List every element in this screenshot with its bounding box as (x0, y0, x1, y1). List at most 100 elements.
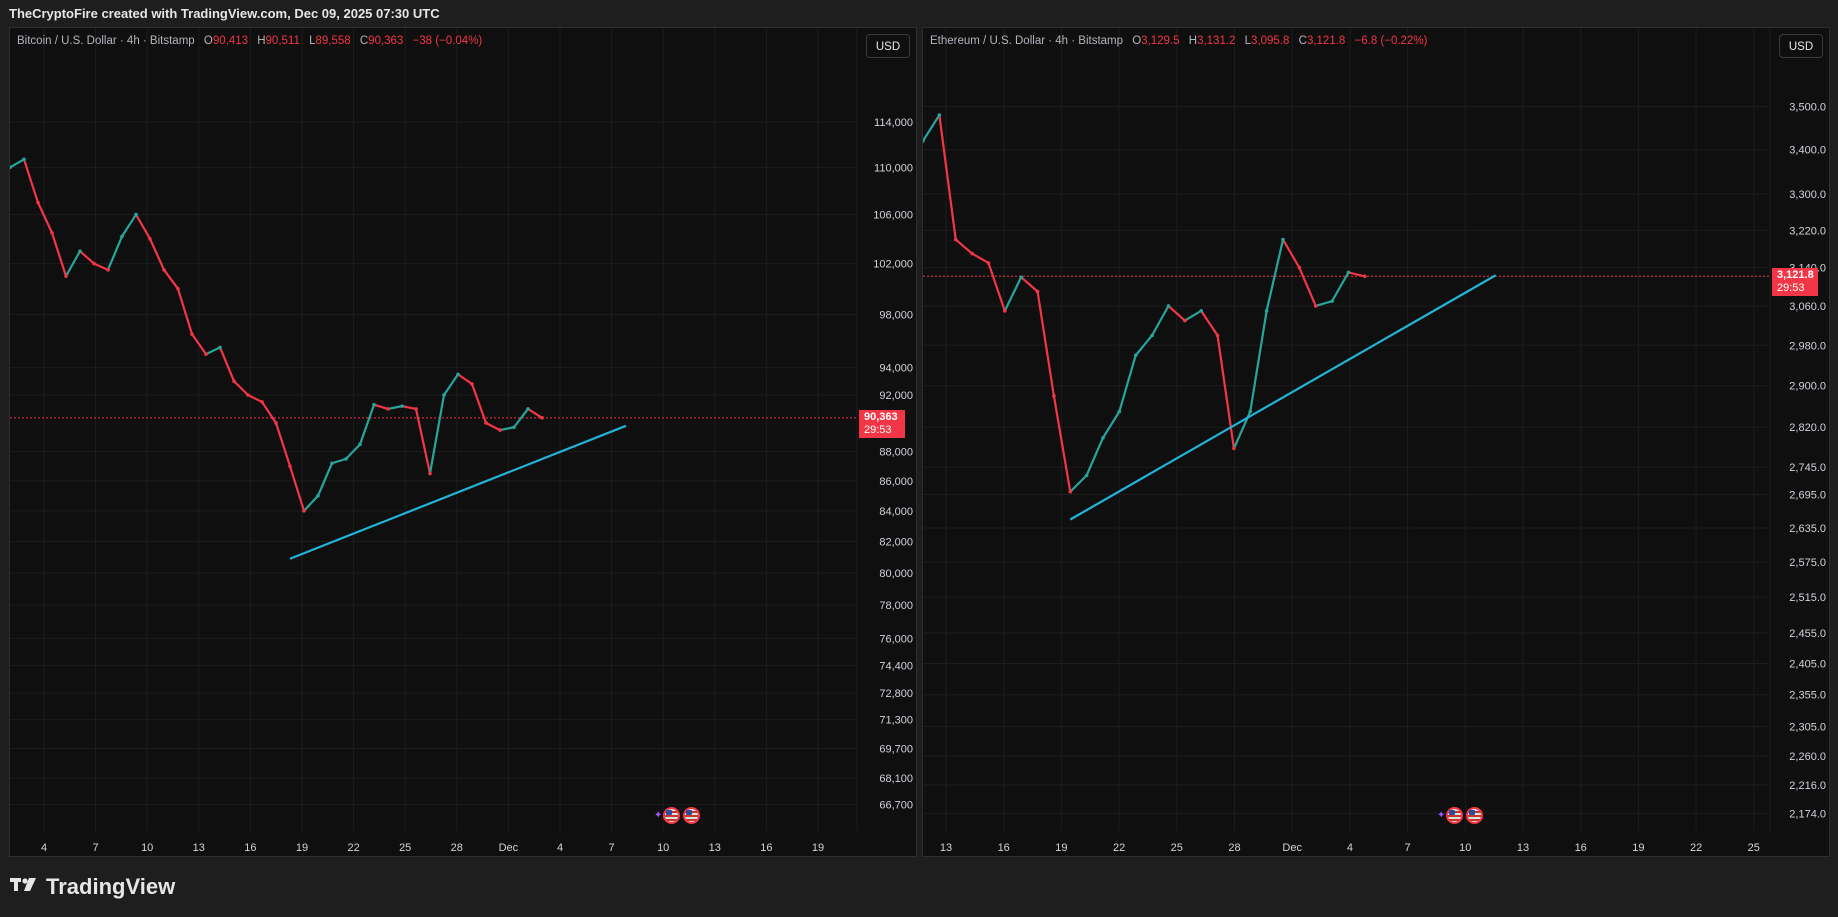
btc-price-segment (218, 346, 236, 383)
btc-price-segment (344, 443, 362, 460)
btc-price-point (232, 379, 236, 384)
btc-y-tick-label: 102,000 (873, 259, 913, 271)
eth-y-tick-label: 3,300.0 (1789, 189, 1826, 201)
eth-price-segment (1134, 334, 1154, 357)
btc-price-point (22, 157, 26, 162)
btc-price-segment (428, 393, 446, 475)
tradingview-footer[interactable]: TradingView (10, 874, 175, 900)
btc-y-tick-label: 88,000 (879, 447, 913, 459)
eth-price-segment (1298, 266, 1317, 308)
btc-price-segment (162, 268, 180, 290)
btc-low-label: L (309, 35, 316, 47)
eth-price-point (1117, 409, 1122, 414)
btc-price-point (190, 332, 194, 336)
eth-price-segment (1200, 309, 1219, 337)
btc-price-segment (204, 346, 222, 356)
btc-y-tick-label: 86,000 (879, 476, 913, 488)
btc-x-tick-label: 10 (657, 842, 669, 854)
eth-price-segment (923, 113, 941, 142)
btc-x-tick-label: 19 (296, 842, 308, 854)
eth-price-point (1150, 333, 1154, 338)
btc-symbol: Bitcoin / U.S. Dollar · 4h · Bitstamp (17, 35, 195, 47)
eth-price-point (1232, 446, 1236, 451)
btc-chart-panel[interactable]: 66,700 68,100 69,700 71,300 72,800 74,400 76,0… (9, 27, 917, 857)
tradingview-brand: TradingView (46, 874, 176, 899)
eth-price-point (1052, 394, 1056, 398)
eth-price-point (1297, 265, 1302, 270)
btc-price-point (456, 372, 460, 377)
btc-price-segment (330, 457, 348, 465)
us-flag-icon[interactable] (683, 807, 701, 824)
btc-price-segment (22, 158, 40, 204)
eth-change: −6.8 (−0.22%) (1354, 35, 1428, 47)
eth-y-tick-label: 3,500.0 (1789, 102, 1826, 114)
eth-last-price: 3,121.8 (1777, 269, 1814, 282)
btc-price-segment (372, 403, 390, 411)
eth-x-tick-label: 10 (1459, 842, 1471, 854)
btc-legend: Bitcoin / U.S. Dollar · 4h · Bitstamp O9… (17, 35, 482, 47)
btc-price-point (442, 393, 446, 397)
btc-price-point (330, 461, 334, 466)
eth-price-segment (1069, 474, 1088, 493)
btc-x-tick-label: 10 (141, 842, 153, 854)
btc-price-segment (498, 426, 516, 432)
eth-price-point (986, 261, 991, 265)
eth-price-segment (1249, 309, 1268, 413)
btc-chart-canvas[interactable]: 66,700 68,100 69,700 71,300 72,800 74,400 76,0… (10, 28, 918, 858)
btc-y-tick-label: 92,000 (879, 390, 913, 402)
eth-open-label: O (1132, 35, 1142, 47)
eth-chart-panel[interactable]: 2,174.0 2,216.0 2,260.0 2,305.0 2,355.0 2,405… (922, 27, 1830, 857)
btc-high: 90,511 (265, 35, 300, 47)
eth-price-segment (1101, 410, 1121, 439)
btc-price-segment (442, 373, 460, 397)
eth-price-point (937, 113, 942, 117)
btc-x-tick-label: 13 (709, 842, 721, 854)
btc-price-point (484, 421, 488, 425)
btc-price-point (358, 442, 362, 447)
eth-y-tick-label: 3,060.0 (1789, 301, 1826, 313)
btc-price-point (204, 352, 208, 356)
btc-price-point (148, 237, 152, 241)
eth-y-tick-label: 3,400.0 (1789, 145, 1826, 157)
btc-x-tick-label: 7 (93, 842, 99, 854)
btc-price-point (288, 464, 292, 468)
btc-price-segment (148, 237, 166, 271)
eth-price-point (1363, 274, 1367, 279)
eth-price-point (923, 139, 925, 143)
btc-price-point (498, 428, 502, 432)
btc-price-segment (400, 405, 418, 411)
eth-y-tick-label: 2,635.0 (1789, 523, 1826, 535)
eth-y-tick-label: 2,174.0 (1789, 808, 1826, 820)
eth-x-tick-label: 13 (940, 842, 952, 854)
btc-price-point (106, 268, 110, 272)
eth-price-point (1084, 473, 1089, 478)
btc-y-tick-label: 76,000 (879, 633, 913, 645)
eth-x-tick-label: 19 (1055, 842, 1067, 854)
eth-x-tick-label: 22 (1690, 842, 1702, 854)
btc-price-segment (10, 158, 26, 169)
btc-price-point (470, 382, 474, 386)
btc-y-tick-label: 84,000 (879, 506, 913, 518)
us-flag-icon[interactable] (1466, 807, 1484, 824)
eth-legend: Ethereum / U.S. Dollar · 4h · Bitstamp O… (930, 35, 1427, 47)
eth-x-tick-label: 22 (1113, 842, 1125, 854)
eth-x-tick-label: Dec (1282, 842, 1302, 854)
eth-events[interactable]: ✦ (1437, 807, 1484, 824)
eth-chart-canvas[interactable]: 2,174.0 2,216.0 2,260.0 2,305.0 2,355.0 2,405… (923, 28, 1831, 858)
btc-price-segment (50, 231, 68, 278)
us-flag-icon[interactable] (663, 807, 681, 824)
btc-price-point (120, 234, 124, 239)
eth-y-tick-label: 2,980.0 (1789, 340, 1826, 352)
btc-currency-button[interactable]: USD (866, 34, 910, 58)
eth-countdown: 29:53 (1777, 282, 1805, 295)
eth-price-point (1281, 237, 1285, 242)
btc-events[interactable]: ✦ (654, 807, 701, 824)
btc-x-tick-label: 19 (812, 842, 824, 854)
eth-price-segment (1150, 304, 1170, 337)
eth-currency-button[interactable]: USD (1779, 34, 1823, 58)
btc-close: 90,363 (368, 35, 404, 47)
sparkle-icon: ✦ (1437, 810, 1446, 821)
eth-price-segment (1183, 309, 1203, 322)
us-flag-icon[interactable] (1446, 807, 1464, 824)
eth-price-segment (1052, 394, 1072, 493)
